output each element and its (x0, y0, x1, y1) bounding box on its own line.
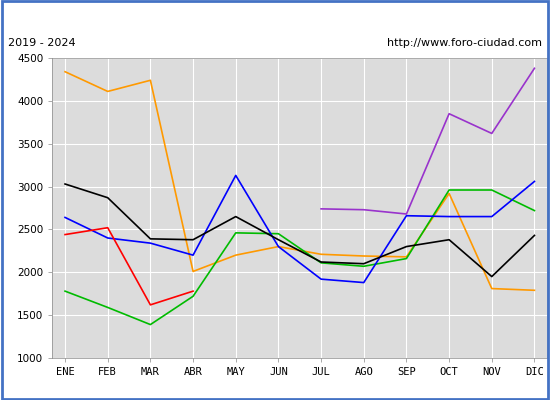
Text: 2019 - 2024: 2019 - 2024 (8, 38, 76, 48)
Text: http://www.foro-ciudad.com: http://www.foro-ciudad.com (387, 38, 542, 48)
Text: Evolucion Nº Turistas Nacionales en el municipio de Alcantarilla: Evolucion Nº Turistas Nacionales en el m… (63, 9, 487, 22)
